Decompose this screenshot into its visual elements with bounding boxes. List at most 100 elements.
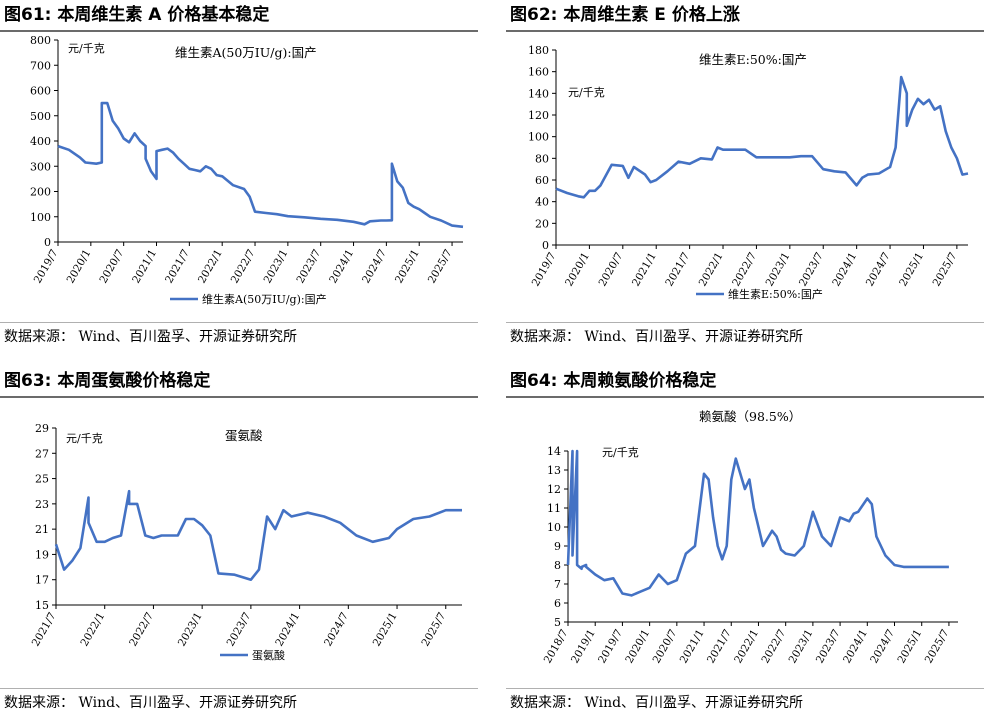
- panel-title: 图64: 本周赖氨酸价格稳定: [510, 371, 717, 391]
- x-tick-label: 2024/7: [322, 611, 351, 649]
- chart-svg: 15 17 19 21 23 25 27 29 2021/7 2022/1 2022/7 2023/1…: [30, 422, 462, 662]
- in-chart-title: 蛋氨酸: [225, 428, 263, 443]
- source-rule: [0, 322, 478, 323]
- y-tick-label: 100: [30, 211, 51, 224]
- source-rule: [506, 322, 984, 323]
- unit-label: 元/千克: [68, 42, 105, 55]
- legend-label: 蛋氨酸: [252, 648, 285, 662]
- x-tick-label: 2021/7: [30, 611, 59, 649]
- source-note: 数据来源： Wind、百川盈孚、开源证券研究所: [510, 695, 804, 711]
- panel-title: 图63: 本周蛋氨酸价格稳定: [4, 371, 211, 391]
- title-rule: [506, 396, 984, 398]
- x-tick-label: 2018/7: [542, 628, 571, 666]
- y-tick-label: 17: [35, 574, 49, 587]
- panel-vitamin-a: 图61: 本周维生素 A 价格基本稳定 0 100 200 300 400 500 600 7…: [0, 0, 478, 355]
- x-tick-label: 2025/1: [393, 248, 422, 286]
- x-tick-label: 2019/7: [530, 251, 559, 289]
- x-tick-label: 2023/7: [225, 611, 254, 649]
- y-tick-label: 200: [30, 186, 51, 199]
- x-tick-label: 2020/7: [651, 628, 680, 666]
- x-tick-label: 2023/7: [814, 628, 843, 666]
- y-tick-label: 13: [547, 464, 561, 477]
- chart-svg: 5678910111213142018/72019/12019/72020/12…: [542, 409, 958, 704]
- y-tick-label: 180: [528, 44, 549, 57]
- unit-label: 元/千克: [602, 446, 639, 459]
- y-tick-label: 25: [35, 473, 49, 486]
- x-tick-label: 2019/7: [32, 248, 61, 286]
- chart-methionine: 15 17 19 21 23 25 27 29 2021/7 2022/1 2022/7 2023/1…: [0, 396, 478, 688]
- x-tick-label: 2024/7: [864, 251, 893, 289]
- x-tick-label: 2022/7: [127, 611, 156, 649]
- x-tick-label: 2024/1: [841, 628, 870, 666]
- x-tick-label: 2023/1: [262, 248, 291, 286]
- source-rule: [0, 688, 478, 689]
- chart-vitamin-a: 0 100 200 300 400 500 600 700 800 2019/7 2020/1 202…: [0, 30, 478, 322]
- unit-label: 元/千克: [568, 86, 605, 99]
- y-tick-label: 5: [554, 616, 561, 629]
- x-tick-label: 2021/1: [630, 251, 659, 289]
- y-tick-label: 15: [35, 599, 49, 612]
- y-tick-label: 300: [30, 160, 51, 173]
- source-note: 数据来源： Wind、百川盈孚、开源证券研究所: [4, 329, 298, 345]
- title-rule: [506, 30, 984, 32]
- y-tick-label: 14: [547, 445, 561, 458]
- y-tick-label: 140: [528, 87, 549, 100]
- x-tick-label: 2021/7: [705, 628, 734, 666]
- x-tick-label: 2022/7: [229, 248, 258, 286]
- y-tick-label: 21: [35, 523, 49, 536]
- panel-methionine: 图63: 本周蛋氨酸价格稳定 15 17 19 21 23 25 27 29 2021/7 202…: [0, 366, 478, 721]
- title-rule: [0, 396, 478, 398]
- y-tick-label: 100: [528, 131, 549, 144]
- x-tick-label: 2020/1: [563, 251, 592, 289]
- y-tick-label: 20: [535, 217, 549, 230]
- y-tick-label: 10: [547, 521, 561, 534]
- panel-vitamin-e: 图62: 本周维生素 E 价格上涨 0 20 40 60 80 100 120 140 160 1…: [506, 0, 984, 355]
- y-tick-label: 400: [30, 135, 51, 148]
- x-tick-label: 2025/7: [923, 628, 952, 666]
- source-note: 数据来源： Wind、百川盈孚、开源证券研究所: [510, 329, 804, 345]
- chart-svg: 0 20 40 60 80 100 120 140 160 180 2019/7 2020/1 2020…: [528, 44, 969, 301]
- y-tick-label: 0: [542, 239, 549, 252]
- y-tick-label: 600: [30, 85, 51, 98]
- y-tick-label: 8: [554, 559, 561, 572]
- y-tick-label: 11: [547, 502, 561, 515]
- y-tick-label: 700: [30, 59, 51, 72]
- y-tick-label: 23: [35, 498, 49, 511]
- chart-lysine: 5 6 7 8 9 10 11 12 13 14 2018/7 2019/1 2019/7 2020/1 2…: [506, 396, 984, 704]
- x-tick-label: 2024/1: [830, 251, 859, 289]
- x-tick-label: 2025/7: [931, 251, 960, 289]
- x-tick-label: 2024/7: [360, 248, 389, 286]
- in-chart-title: 赖氨酸（98.5%）: [699, 409, 801, 424]
- x-tick-label: 2019/7: [596, 628, 625, 666]
- in-chart-title: 维生素E:50%:国产: [699, 52, 807, 67]
- series-line: [566, 449, 949, 597]
- y-tick-label: 27: [35, 447, 49, 460]
- x-tick-label: 2023/7: [797, 251, 826, 289]
- x-tick-label: 2025/1: [897, 251, 926, 289]
- x-tick-label: 2020/1: [623, 628, 652, 666]
- chart-vitamin-e: 0 20 40 60 80 100 120 140 160 180 2019/7 2020/1 2020…: [506, 30, 984, 322]
- y-tick-label: 7: [554, 578, 561, 591]
- x-tick-label: 2024/1: [273, 611, 302, 649]
- x-tick-label: 2025/7: [426, 248, 455, 286]
- legend-label: 维生素E:50%:国产: [728, 287, 823, 301]
- panel-title: 图61: 本周维生素 A 价格基本稳定: [4, 5, 270, 25]
- y-tick-label: 800: [30, 34, 51, 47]
- y-tick-label: 19: [35, 548, 49, 561]
- x-tick-label: 2023/7: [294, 248, 323, 286]
- y-tick-label: 160: [528, 66, 549, 79]
- x-tick-label: 2021/7: [663, 251, 692, 289]
- x-tick-label: 2022/1: [697, 251, 726, 289]
- y-tick-label: 0: [44, 236, 51, 249]
- x-tick-label: 2021/1: [130, 248, 159, 286]
- y-tick-label: 9: [554, 540, 561, 553]
- x-tick-label: 2025/1: [895, 628, 924, 666]
- x-tick-label: 2023/1: [787, 628, 816, 666]
- x-tick-label: 2020/1: [65, 248, 94, 286]
- x-tick-label: 2020/7: [97, 248, 126, 286]
- in-chart-title: 维生素A(50万IU/g):国产: [175, 45, 317, 60]
- x-tick-label: 2024/7: [868, 628, 897, 666]
- panel-lysine: 图64: 本周赖氨酸价格稳定 5 6 7 8 9 10 11 12 13 14 2018/7 2019…: [506, 366, 984, 721]
- x-tick-label: 2021/7: [163, 248, 192, 286]
